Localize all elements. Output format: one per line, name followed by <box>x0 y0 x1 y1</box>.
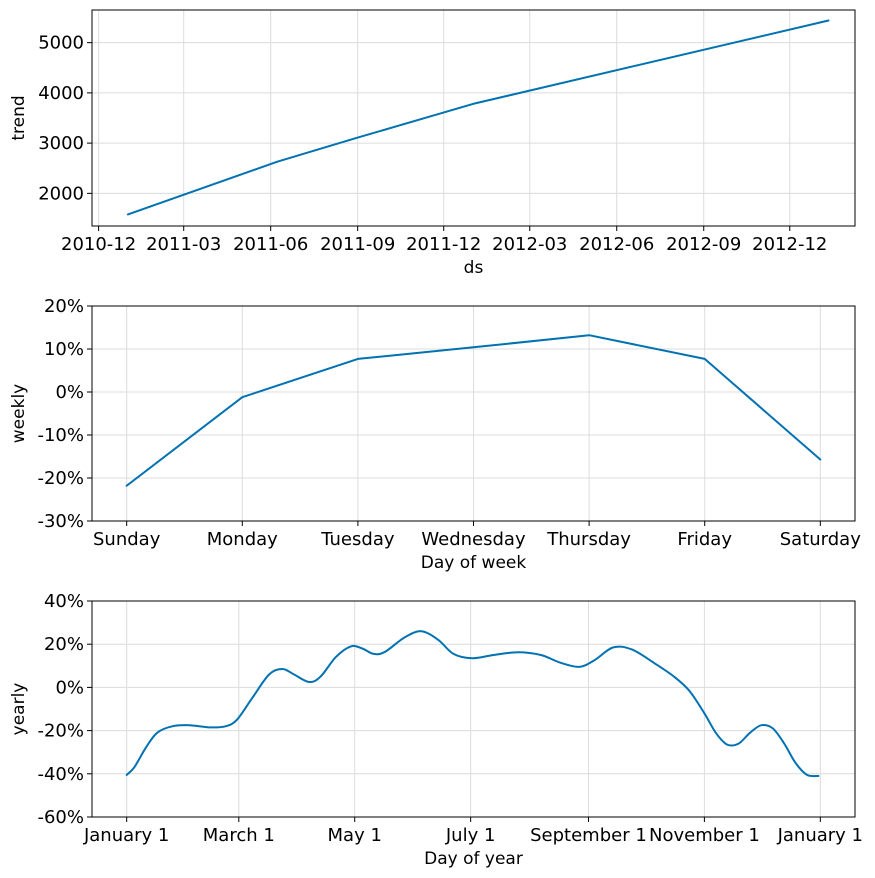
x-tick-label: Monday <box>207 529 278 550</box>
y-tick-label: 3000 <box>38 133 84 154</box>
plot-frame <box>91 305 856 522</box>
y-tick-label: 5000 <box>38 33 84 54</box>
x-tick-label: September 1 <box>530 825 647 846</box>
y-tick-label: 20% <box>44 634 84 655</box>
plot-frame <box>91 600 856 818</box>
x-tick-label: 2010-12 <box>61 234 136 255</box>
x-axis-label: Day of week <box>421 553 527 573</box>
y-tick-label: -40% <box>37 764 84 785</box>
x-tick-label: March 1 <box>203 825 275 846</box>
x-tick-label: 2012-03 <box>492 234 567 255</box>
y-tick-label: 2000 <box>38 183 84 204</box>
plot-frame <box>91 9 856 227</box>
y-tick-label: 0% <box>55 677 84 698</box>
trend-line <box>126 19 830 216</box>
x-tick-label: 2011-09 <box>320 234 395 255</box>
x-tick-label: May 1 <box>328 825 382 846</box>
x-axis-label: ds <box>464 258 484 278</box>
y-tick-label: 0% <box>55 382 84 403</box>
y-tick-label: -10% <box>37 425 84 446</box>
y-tick-label: 10% <box>44 339 84 360</box>
x-tick-label: Sunday <box>93 529 161 550</box>
x-tick-label: 2012-06 <box>579 234 654 255</box>
y-axis-label: trend <box>9 95 29 140</box>
x-tick-label: Thursday <box>546 529 631 550</box>
x-tick-label: 2012-09 <box>666 234 741 255</box>
x-tick-label: Wednesday <box>421 529 526 550</box>
x-tick-label: 2012-12 <box>752 234 827 255</box>
trend-panel: 2010-12 2011-03 2011-06 2011-09 2011-12 2012-… <box>9 9 856 278</box>
weekly-line <box>125 334 822 487</box>
yearly-line <box>125 630 820 778</box>
yearly-panel: January 1 March 1 May 1 July 1 September 1 No… <box>9 591 863 869</box>
y-axis-label: yearly <box>9 683 29 736</box>
weekly-panel: Sunday Monday Tuesday Wednesday Thursday Frid… <box>9 296 861 573</box>
y-tick-label: 20% <box>44 296 84 317</box>
y-tick-label: -20% <box>37 721 84 742</box>
y-tick-label: -30% <box>37 511 84 532</box>
x-tick-label: 2011-12 <box>406 234 481 255</box>
y-tick-label: 40% <box>44 591 84 612</box>
y-axis-label: weekly <box>9 384 29 443</box>
x-tick-label: January 1 <box>83 825 169 846</box>
x-tick-label: January 1 <box>777 825 863 846</box>
x-tick-label: November 1 <box>649 825 760 846</box>
y-tick-label: 4000 <box>38 83 84 104</box>
x-tick-label: July 1 <box>445 825 496 846</box>
x-tick-label: 2011-03 <box>146 234 221 255</box>
x-tick-label: Friday <box>677 529 732 550</box>
x-axis-label: Day of year <box>424 849 523 869</box>
x-tick-label: Saturday <box>780 529 861 550</box>
x-tick-label: Tuesday <box>320 529 395 550</box>
y-tick-label: -20% <box>37 468 84 489</box>
x-tick-label: 2011-06 <box>233 234 308 255</box>
y-tick-label: -60% <box>37 807 84 828</box>
